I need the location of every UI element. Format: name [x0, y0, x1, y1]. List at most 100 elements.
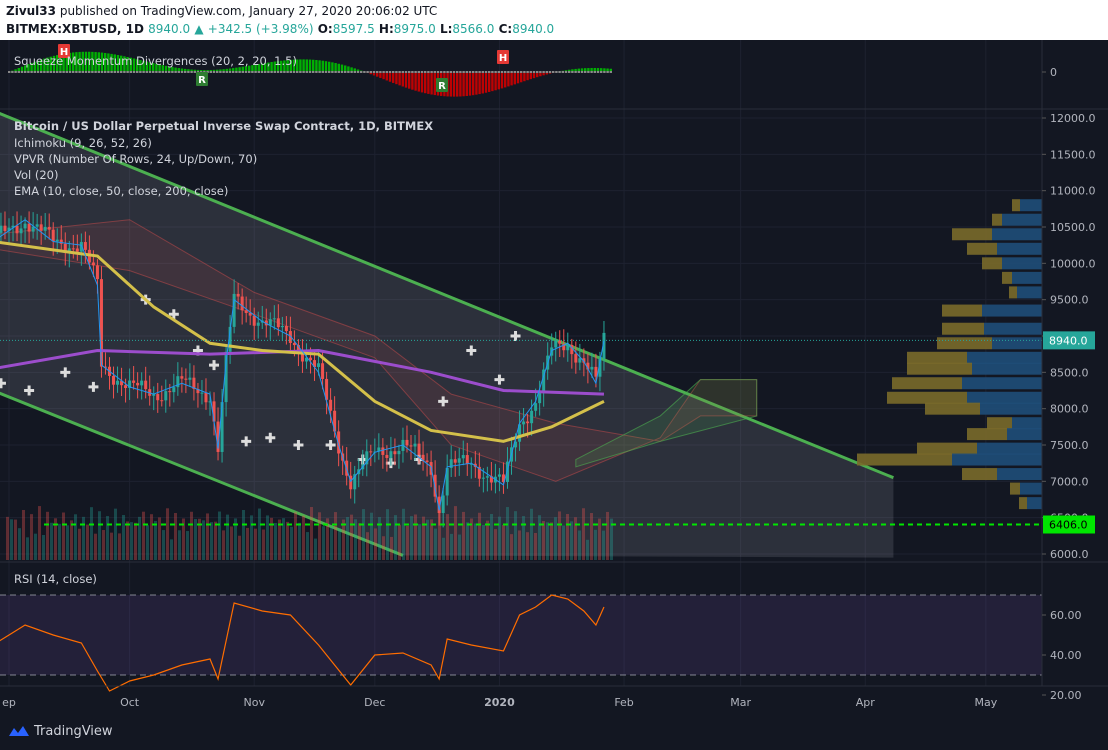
- squeeze-dot: [584, 71, 587, 73]
- candle-body: [501, 474, 505, 482]
- vpvr-down-row: [942, 304, 982, 317]
- ichimoku-legend[interactable]: Ichimoku (9, 26, 52, 26): [14, 136, 152, 150]
- vpvr-legend[interactable]: VPVR (Number Of Rows, 24, Up/Down, 70): [14, 152, 257, 166]
- tradingview-brand[interactable]: TradingView: [34, 724, 113, 739]
- volume-bar: [274, 522, 277, 560]
- squeeze-bar: [244, 66, 248, 72]
- squeeze-dot: [209, 71, 212, 73]
- squeeze-dot: [382, 71, 385, 73]
- squeeze-bar: [356, 69, 360, 72]
- candle-body: [216, 421, 220, 452]
- rsi-legend[interactable]: RSI (14, close): [14, 572, 97, 586]
- squeeze-dot: [17, 71, 20, 73]
- channel-lower-line[interactable]: [0, 391, 404, 557]
- squeeze-tick-label: 0: [1050, 66, 1057, 79]
- squeeze-dot: [436, 71, 440, 73]
- squeeze-dot: [472, 71, 475, 73]
- candle-body: [124, 385, 128, 389]
- squeeze-dot: [283, 71, 286, 73]
- price-tick-label: 10000.0: [1050, 257, 1096, 270]
- candle-body: [156, 394, 160, 401]
- ichimoku-cloud-green: [575, 379, 758, 468]
- volume-bar: [594, 529, 597, 560]
- squeeze-bar: [404, 72, 408, 88]
- squeeze-dot: [155, 71, 158, 73]
- candle-body: [95, 265, 99, 280]
- candle-body: [268, 319, 272, 326]
- squeeze-dot: [449, 71, 452, 73]
- squeeze-bar: [513, 72, 516, 85]
- squeeze-dot: [110, 71, 113, 73]
- squeeze-dot: [328, 71, 331, 73]
- author-name[interactable]: Zivul33: [6, 4, 56, 18]
- volume-bar: [154, 520, 157, 560]
- ema200-line: [0, 349, 605, 396]
- squeeze-legend[interactable]: Squeeze Momentum Divergences (20, 2, 20,…: [14, 54, 297, 68]
- vpvr-up-row: [952, 453, 1042, 466]
- squeeze-dot: [555, 71, 558, 73]
- candle-body: [256, 322, 260, 326]
- ema-legend[interactable]: EMA (10, close, 50, close, 200, close): [14, 184, 228, 198]
- squeeze-dot: [385, 71, 388, 73]
- candle-body: [329, 399, 333, 411]
- volume-bar: [314, 538, 317, 560]
- symbol-name[interactable]: BITMEX:XBTUSD, 1D: [6, 22, 144, 36]
- divergence-marker: [58, 44, 70, 58]
- squeeze-dot: [142, 71, 145, 73]
- vpvr-up-row: [972, 362, 1042, 375]
- chart-canvas[interactable]: H R R H 12000.0 11500.0 11000.0 10500.0 10000.0…: [0, 40, 1108, 714]
- squeeze-bar: [36, 60, 40, 72]
- candle-body: [192, 377, 196, 389]
- squeeze-bar: [228, 68, 232, 72]
- squeeze-bar: [497, 72, 500, 90]
- squeeze-bar: [276, 61, 280, 72]
- time-axis[interactable]: ep Oct Nov Dec 2020 Feb Mar Apr May: [2, 696, 998, 709]
- squeeze-bar: [292, 59, 296, 72]
- candle-body: [7, 227, 11, 232]
- price-axis[interactable]: 12000.0 11500.0 11000.0 10500.0 10000.0 9500.…: [1042, 66, 1096, 702]
- squeeze-bar: [350, 67, 353, 72]
- squeeze-bar: [17, 67, 20, 72]
- squeeze-bar: [241, 66, 244, 72]
- volume-bar: [502, 524, 505, 560]
- squeeze-bar: [411, 72, 414, 90]
- candle-body: [413, 443, 417, 447]
- squeeze-dot: [219, 71, 222, 73]
- squeeze-dot: [379, 71, 382, 73]
- cross-marker: [209, 360, 220, 371]
- candle-body: [377, 447, 381, 452]
- volume-bar: [290, 526, 293, 560]
- squeeze-bar: [142, 60, 145, 72]
- squeeze-dot: [459, 71, 462, 73]
- vpvr-down-row: [942, 322, 984, 335]
- volume-bar: [230, 526, 233, 560]
- squeeze-dot: [331, 71, 334, 73]
- squeeze-bar: [516, 72, 520, 84]
- volume-bar: [534, 532, 537, 560]
- squeeze-bar: [152, 63, 155, 72]
- squeeze-bar: [433, 72, 436, 96]
- squeeze-dot: [484, 71, 488, 73]
- volume-bar: [442, 537, 445, 560]
- squeeze-dot: [59, 71, 62, 73]
- squeeze-dot: [401, 71, 404, 73]
- vpvr-profile: [857, 199, 1042, 510]
- volume-bar: [590, 513, 593, 560]
- candle-body: [566, 344, 570, 351]
- squeeze-bar: [286, 60, 289, 72]
- squeeze-dot: [46, 71, 49, 73]
- squeeze-dot: [353, 71, 356, 73]
- squeeze-dot: [536, 71, 539, 73]
- squeeze-bar: [520, 72, 523, 83]
- vpvr-up-row: [1012, 271, 1042, 284]
- squeeze-dot: [120, 71, 123, 73]
- volume-bar: [242, 510, 245, 560]
- vpvr-down-row: [992, 213, 1002, 226]
- squeeze-bar: [84, 51, 88, 72]
- volume-bar: [526, 532, 529, 560]
- channel-upper-line[interactable]: [0, 111, 894, 480]
- vol-legend[interactable]: Vol (20): [14, 168, 58, 182]
- vpvr-up-row: [982, 304, 1042, 317]
- support-price-label: 6406.0: [1049, 518, 1088, 531]
- squeeze-bar: [212, 69, 216, 72]
